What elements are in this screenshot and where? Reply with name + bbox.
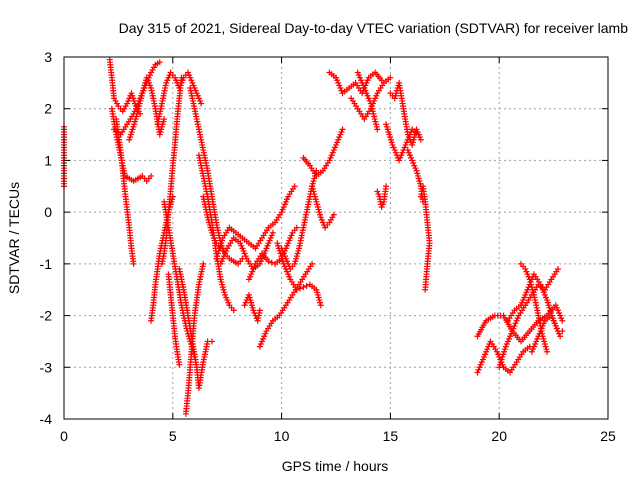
axis-ticks: 0 5 10 15 20 25 -4 -3 -2 -1 0 1 2 3: [40, 49, 616, 444]
data-point-marker: [208, 338, 215, 345]
chart-title: Day 315 of 2021, Sidereal Day-to-day VTE…: [119, 20, 629, 36]
data-point-marker: [161, 116, 168, 123]
data-point-marker: [198, 100, 205, 107]
x-tick-label: 15: [383, 428, 399, 444]
data-point-marker: [130, 260, 137, 267]
y-tick-label: -1: [40, 256, 53, 272]
data-point-marker: [291, 183, 298, 190]
data-point-marker: [387, 74, 394, 81]
x-tick-label: 5: [169, 428, 177, 444]
data-point-marker: [554, 266, 561, 273]
y-axis-label: SDTVAR / TECUs: [6, 182, 22, 294]
plot-frame: [63, 56, 609, 420]
y-tick-label: 2: [44, 101, 52, 117]
data-point-marker: [339, 126, 346, 133]
data-point-marker: [417, 136, 424, 143]
data-point-marker: [200, 260, 207, 267]
x-tick-label: 0: [60, 428, 68, 444]
x-tick-label: 20: [491, 428, 507, 444]
y-tick-label: 3: [44, 49, 52, 65]
data-point-marker: [422, 286, 429, 293]
x-tick-label: 10: [274, 428, 290, 444]
data-point-marker: [293, 224, 300, 231]
y-tick-label: -3: [40, 359, 53, 375]
data-point-marker: [330, 211, 337, 218]
data-point-marker: [176, 361, 183, 368]
data-point-marker: [544, 348, 551, 355]
data-points: [61, 56, 566, 417]
x-axis-label: GPS time / hours: [282, 458, 389, 474]
data-point-marker: [293, 286, 300, 293]
data-point-marker: [300, 284, 307, 291]
data-point-marker: [383, 183, 390, 190]
data-point-marker: [178, 74, 185, 81]
data-point-marker: [374, 126, 381, 133]
data-point-marker: [557, 333, 564, 340]
grid-lines: [64, 57, 608, 419]
data-point-marker: [559, 328, 566, 335]
data-point-marker: [265, 258, 272, 265]
y-tick-label: -4: [40, 411, 53, 427]
data-point-marker: [230, 307, 237, 314]
data-point-marker: [309, 260, 316, 267]
data-point-marker: [297, 285, 304, 292]
x-tick-label: 25: [600, 428, 616, 444]
data-point-marker: [268, 259, 275, 266]
data-point-marker: [256, 307, 263, 314]
data-point-marker: [269, 229, 276, 236]
data-point-marker: [559, 317, 566, 324]
y-tick-label: 1: [44, 152, 52, 168]
data-point-marker: [317, 302, 324, 309]
data-point-marker: [303, 282, 310, 289]
y-tick-label: -2: [40, 308, 53, 324]
data-point-marker: [148, 172, 155, 179]
y-tick-label: 0: [44, 204, 52, 220]
data-point-marker: [156, 59, 163, 66]
